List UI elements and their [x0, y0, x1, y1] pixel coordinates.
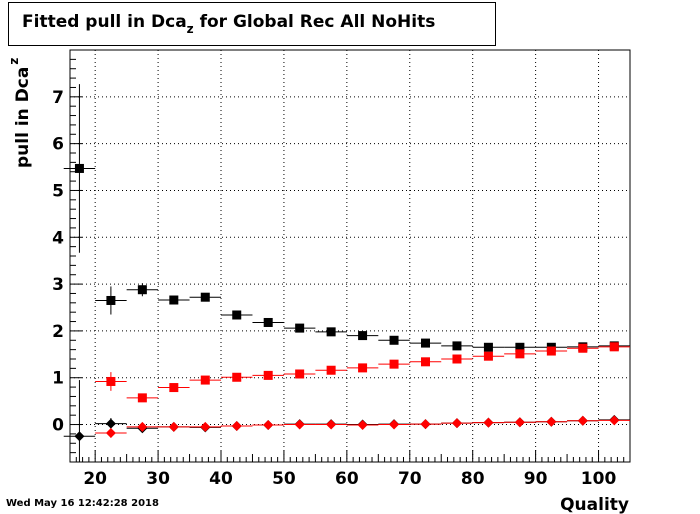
data-point: [452, 354, 462, 364]
data-point: [483, 351, 493, 361]
plot-frame: [69, 49, 631, 463]
data-point: [421, 338, 431, 348]
data-point: [169, 383, 179, 393]
data-point: [137, 393, 147, 403]
data-point: [389, 359, 399, 369]
data-point: [326, 327, 336, 337]
data-point: [483, 342, 493, 352]
data-point: [578, 343, 588, 353]
data-point: [515, 342, 525, 352]
data-point: [357, 420, 368, 431]
data-point: [452, 341, 462, 351]
grid: [70, 50, 630, 462]
timestamp: Wed May 16 12:42:28 2018: [6, 498, 159, 509]
series-3: [63, 380, 630, 462]
data-series: [63, 84, 630, 462]
data-point: [168, 421, 179, 432]
x-axis-label: Quality: [560, 495, 629, 514]
data-point: [106, 295, 116, 305]
axes: 20 30 40 50 60 70 80 90 100 0 1 2 3 4 5 6 7: [52, 49, 631, 489]
data-point: [74, 431, 85, 442]
data-point: [106, 376, 116, 386]
data-point: [263, 370, 273, 380]
data-point: [514, 417, 525, 428]
x-tick-label: 20: [83, 469, 107, 489]
data-point: [546, 416, 557, 427]
title-suffix: for Global Rec All NoHits: [193, 12, 436, 32]
data-point: [483, 417, 494, 428]
data-point: [421, 357, 431, 367]
x-tick-label: 100: [581, 469, 617, 489]
data-point: [200, 292, 210, 302]
data-point: [169, 295, 179, 305]
series-4: [95, 415, 630, 438]
x-tick-label: 50: [272, 469, 296, 489]
data-point: [137, 285, 147, 295]
y-tick-label: 1: [52, 369, 64, 389]
data-point: [74, 163, 84, 173]
svg-text:pull in Dcaz: pull in Dca z: [7, 58, 33, 168]
data-point: [200, 421, 211, 432]
data-point: [358, 363, 368, 373]
data-point: [389, 419, 400, 430]
data-point: [294, 419, 305, 430]
x-tick-label: 60: [335, 469, 359, 489]
data-point: [546, 346, 556, 356]
title-box: Fitted pull in Dcaz for Global Rec All N…: [8, 2, 496, 46]
y-tick-label: 0: [52, 416, 64, 436]
data-point: [137, 421, 148, 432]
y-axis-label: pull in Dca z: [7, 58, 33, 168]
x-tick-label: 90: [524, 469, 548, 489]
data-point: [609, 415, 620, 426]
y-axis-label-main: pull in Dca: [13, 67, 33, 168]
data-point: [232, 372, 242, 382]
y-tick-label: 6: [52, 135, 64, 155]
y-tick-label: 3: [52, 275, 64, 295]
y-tick-label: 5: [52, 181, 64, 201]
data-point: [326, 365, 336, 375]
y-tick-label: 2: [52, 322, 64, 342]
y-tick-label: 4: [52, 228, 64, 248]
data-point: [263, 317, 273, 327]
data-point: [515, 349, 525, 359]
data-point: [263, 420, 274, 431]
data-point: [105, 418, 116, 429]
data-point: [231, 420, 242, 431]
data-point: [577, 415, 588, 426]
data-point: [295, 323, 305, 333]
data-point: [105, 427, 116, 438]
y-axis-label-subscript: z: [7, 58, 21, 65]
data-point: [358, 331, 368, 341]
y-tick-label: 7: [52, 88, 64, 108]
x-tick-label: 40: [209, 469, 233, 489]
data-point: [326, 419, 337, 430]
series-1: [63, 84, 630, 352]
x-tick-label: 80: [461, 469, 485, 489]
data-point: [451, 418, 462, 429]
data-point: [295, 369, 305, 379]
chart-title: Fitted pull in Dcaz for Global Rec All N…: [22, 12, 436, 36]
data-point: [389, 335, 399, 345]
title-subscript: z: [186, 22, 194, 36]
series-2: [95, 342, 630, 403]
data-point: [232, 310, 242, 320]
title-main: Fitted pull in Dca: [22, 12, 187, 32]
x-tick-label: 70: [398, 469, 422, 489]
x-tick-label: 30: [146, 469, 170, 489]
data-point: [609, 342, 619, 352]
data-point: [200, 375, 210, 385]
data-point: [420, 419, 431, 430]
